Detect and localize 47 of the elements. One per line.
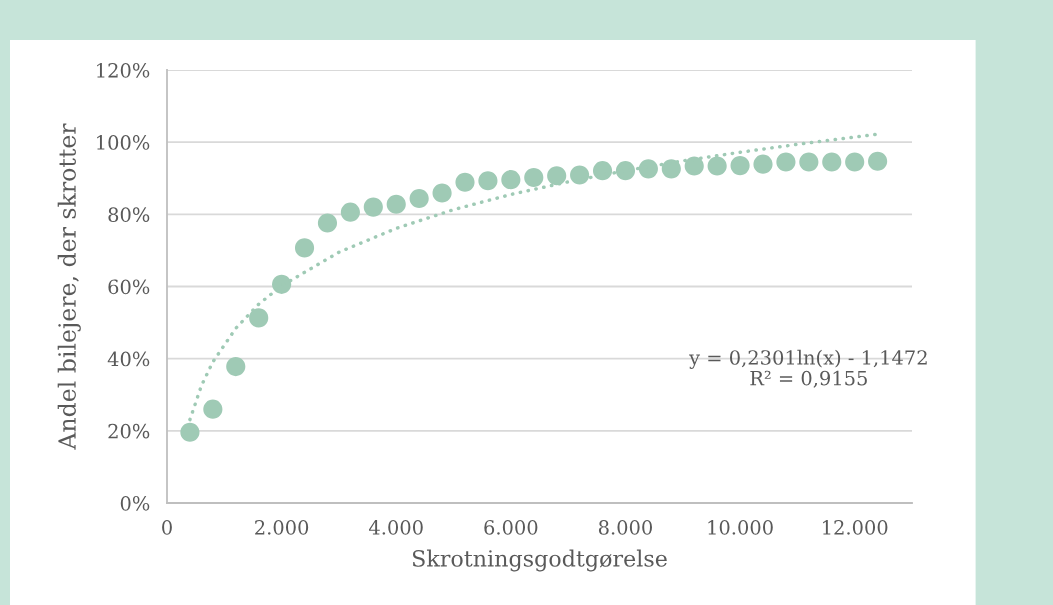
point	[432, 183, 452, 203]
y-tick-label: 100%	[97, 135, 150, 150]
point	[317, 213, 338, 233]
point	[730, 156, 750, 176]
y-tick-label: 60%	[108, 279, 150, 295]
point	[455, 172, 475, 192]
point	[799, 152, 819, 172]
point	[547, 166, 567, 186]
point	[226, 357, 246, 377]
point	[203, 399, 223, 419]
point	[363, 197, 383, 217]
point	[707, 156, 727, 176]
x-tick-label: 0	[162, 520, 172, 535]
point	[249, 308, 269, 328]
point	[386, 194, 406, 214]
point	[845, 152, 865, 172]
point	[501, 170, 521, 190]
point	[409, 188, 429, 209]
point	[638, 159, 658, 179]
x-tick-label: 2.000	[255, 520, 309, 535]
point	[478, 171, 498, 191]
y-tick-label: 0%	[120, 495, 150, 511]
point	[592, 161, 613, 181]
point	[822, 152, 842, 172]
annotation: y = 0,2301ln(x) - 1,1472 R² = 0,9155	[689, 349, 927, 388]
point	[294, 238, 315, 258]
y-tick-label: 80%	[108, 207, 150, 222]
point	[180, 422, 200, 442]
point	[615, 161, 636, 181]
x-tick-label: 8.000	[598, 520, 652, 535]
y-tick-label: 40%	[107, 351, 150, 367]
point	[684, 156, 704, 176]
point	[776, 152, 796, 172]
point	[340, 202, 360, 222]
point	[868, 151, 888, 171]
x-tick-label: 4.000	[369, 520, 423, 535]
x-tick-label: 12.000	[823, 520, 888, 535]
x-tick-label: 10.000	[708, 520, 773, 535]
point	[661, 159, 681, 179]
y-tick-label: 120%	[97, 62, 150, 78]
point	[524, 167, 544, 188]
point	[272, 274, 292, 294]
x-tick-label: 6.000	[484, 520, 538, 535]
point	[753, 154, 773, 174]
x-axis-title: Skrotningsgodtgørelse	[412, 549, 667, 572]
y-tick-label: 20%	[108, 423, 150, 439]
y-axis-title: Andel bilejere, der skrotter	[57, 123, 81, 450]
